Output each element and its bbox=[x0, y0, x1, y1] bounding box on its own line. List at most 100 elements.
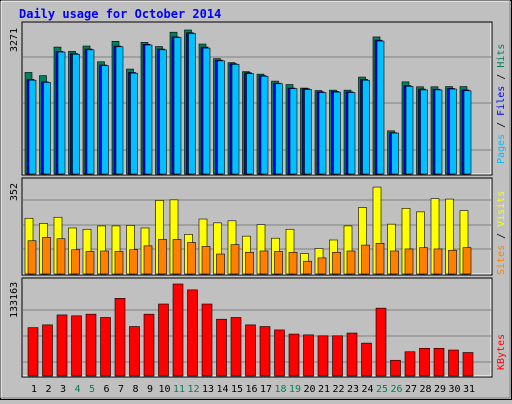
bar-kbytes-5 bbox=[85, 313, 97, 377]
bar-sites-20 bbox=[303, 260, 312, 275]
bar-kbytes-21 bbox=[317, 335, 329, 377]
bar-pages-8 bbox=[130, 72, 138, 175]
bar-kbytes-23 bbox=[346, 332, 358, 377]
bar-pages-14 bbox=[217, 60, 225, 175]
x-label-day-17: 17 bbox=[260, 384, 272, 395]
bar-sites-21 bbox=[317, 257, 327, 275]
legend-sep-2: / bbox=[496, 68, 507, 86]
x-label-day-16: 16 bbox=[245, 384, 257, 395]
bar-sites-11 bbox=[172, 239, 182, 275]
bar-kbytes-8 bbox=[129, 326, 140, 377]
bar-pages-2 bbox=[43, 82, 51, 175]
bar-kbytes-11 bbox=[172, 283, 184, 377]
bar-sites-30 bbox=[448, 249, 457, 275]
legend-sep-3: / bbox=[496, 227, 507, 245]
bar-pages-23 bbox=[347, 92, 356, 175]
bar-pages-9 bbox=[144, 44, 153, 175]
bar-pages-28 bbox=[420, 89, 428, 175]
x-label-day-26: 26 bbox=[390, 384, 402, 395]
bar-sites-19 bbox=[288, 251, 298, 275]
x-label-day-6: 6 bbox=[103, 384, 109, 395]
bar-kbytes-24 bbox=[361, 342, 372, 377]
y-max-label-hits: 3271 bbox=[9, 28, 20, 52]
x-label-day-4: 4 bbox=[74, 384, 80, 395]
legend-sites: Sites bbox=[496, 245, 507, 275]
bar-kbytes-6 bbox=[100, 317, 111, 377]
bar-sites-27 bbox=[404, 248, 414, 275]
bar-kbytes-3 bbox=[56, 314, 68, 377]
x-label-day-1: 1 bbox=[31, 384, 37, 395]
chart-title: Daily usage for October 2014 bbox=[19, 7, 221, 21]
x-label-day-30: 30 bbox=[448, 384, 460, 395]
bar-sites-15 bbox=[230, 244, 240, 275]
bar-kbytes-27 bbox=[404, 351, 416, 377]
bar-sites-28 bbox=[419, 247, 428, 275]
x-label-day-14: 14 bbox=[216, 384, 228, 395]
bar-pages-7 bbox=[115, 46, 124, 175]
bar-pages-17 bbox=[260, 75, 269, 175]
x-label-day-21: 21 bbox=[318, 384, 330, 395]
bar-sites-29 bbox=[433, 248, 443, 275]
bar-pages-11 bbox=[173, 37, 182, 175]
legend-kbytes: KBytes bbox=[496, 334, 507, 370]
bar-sites-6 bbox=[100, 250, 109, 275]
bar-sites-5 bbox=[85, 251, 95, 275]
bar-pages-24 bbox=[362, 79, 370, 175]
x-label-day-7: 7 bbox=[118, 384, 124, 395]
bar-sites-7 bbox=[114, 251, 124, 275]
bar-pages-30 bbox=[449, 88, 457, 175]
x-label-day-10: 10 bbox=[158, 384, 170, 395]
bar-kbytes-28 bbox=[419, 347, 430, 377]
bar-pages-22 bbox=[333, 91, 341, 175]
y-max-label-kbytes: 133163 bbox=[9, 282, 20, 318]
legend-visits-sites: Sites / Visits bbox=[496, 191, 507, 275]
x-label-day-5: 5 bbox=[89, 384, 95, 395]
x-label-day-31: 31 bbox=[463, 384, 475, 395]
bar-sites-12 bbox=[187, 242, 196, 275]
legend-sep-1: / bbox=[496, 116, 507, 134]
bar-kbytes-13 bbox=[201, 303, 213, 377]
x-label-day-9: 9 bbox=[147, 384, 153, 395]
bar-pages-4 bbox=[72, 53, 80, 175]
bar-pages-31 bbox=[463, 90, 472, 175]
bar-pages-20 bbox=[304, 89, 312, 175]
bar-pages-21 bbox=[318, 92, 327, 175]
bar-kbytes-16 bbox=[245, 324, 256, 377]
bar-pages-29 bbox=[434, 89, 443, 175]
bar-sites-10 bbox=[158, 239, 167, 275]
bar-pages-10 bbox=[159, 49, 167, 175]
x-label-day-2: 2 bbox=[45, 384, 51, 395]
legend-visits: Visits bbox=[496, 191, 507, 227]
bar-sites-24 bbox=[361, 244, 370, 275]
bar-kbytes-20 bbox=[303, 334, 314, 377]
bar-pages-27 bbox=[405, 86, 414, 175]
bar-kbytes-19 bbox=[288, 333, 300, 377]
bar-pages-25 bbox=[376, 40, 385, 175]
bar-sites-14 bbox=[216, 253, 225, 275]
x-label-day-13: 13 bbox=[202, 384, 214, 395]
bar-kbytes-12 bbox=[187, 289, 198, 377]
bar-sites-31 bbox=[462, 247, 472, 275]
bar-sites-26 bbox=[390, 250, 399, 275]
x-label-day-27: 27 bbox=[405, 384, 417, 395]
bar-kbytes-2 bbox=[42, 324, 53, 377]
bar-pages-13 bbox=[202, 47, 211, 175]
bar-kbytes-18 bbox=[274, 329, 285, 377]
x-label-day-12: 12 bbox=[187, 384, 199, 395]
legend-files: Files bbox=[496, 86, 507, 116]
bar-sites-23 bbox=[346, 250, 356, 275]
x-label-day-23: 23 bbox=[347, 384, 359, 395]
bar-kbytes-30 bbox=[448, 349, 459, 377]
bar-kbytes-9 bbox=[143, 313, 155, 377]
bar-pages-18 bbox=[275, 83, 283, 175]
bar-pages-12 bbox=[188, 33, 196, 175]
bar-kbytes-15 bbox=[230, 317, 242, 377]
x-label-day-29: 29 bbox=[434, 384, 446, 395]
x-label-day-15: 15 bbox=[231, 384, 243, 395]
legend-hits: Hits bbox=[496, 44, 507, 68]
bar-sites-1 bbox=[27, 240, 37, 275]
bar-sites-25 bbox=[375, 243, 385, 275]
bar-kbytes-29 bbox=[433, 347, 445, 377]
